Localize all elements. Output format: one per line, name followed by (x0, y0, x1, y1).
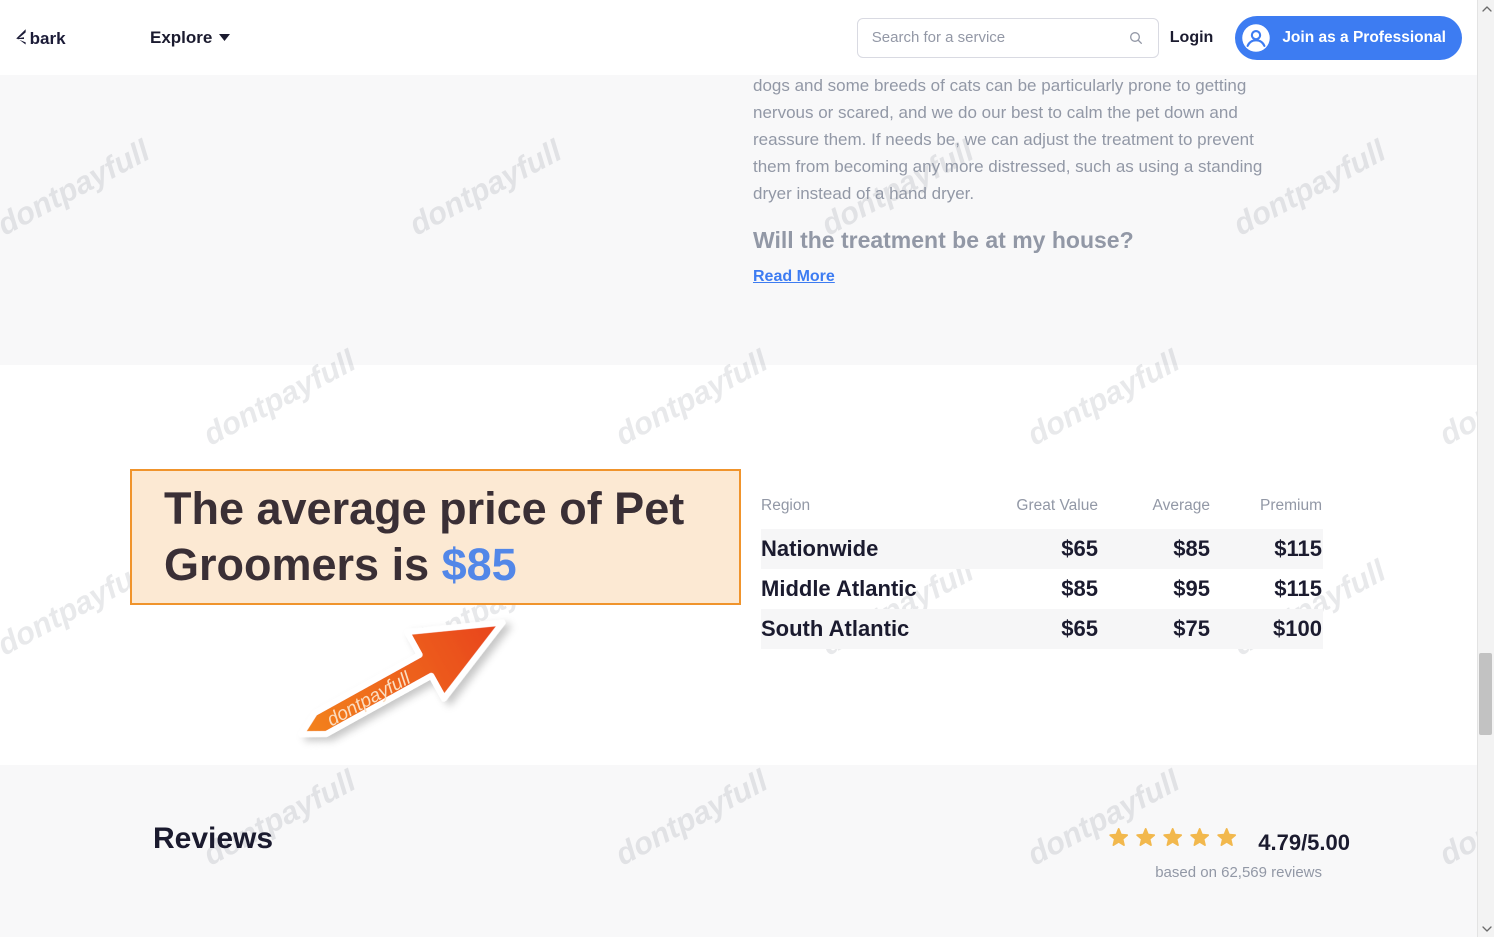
svg-text:bark: bark (30, 28, 67, 47)
